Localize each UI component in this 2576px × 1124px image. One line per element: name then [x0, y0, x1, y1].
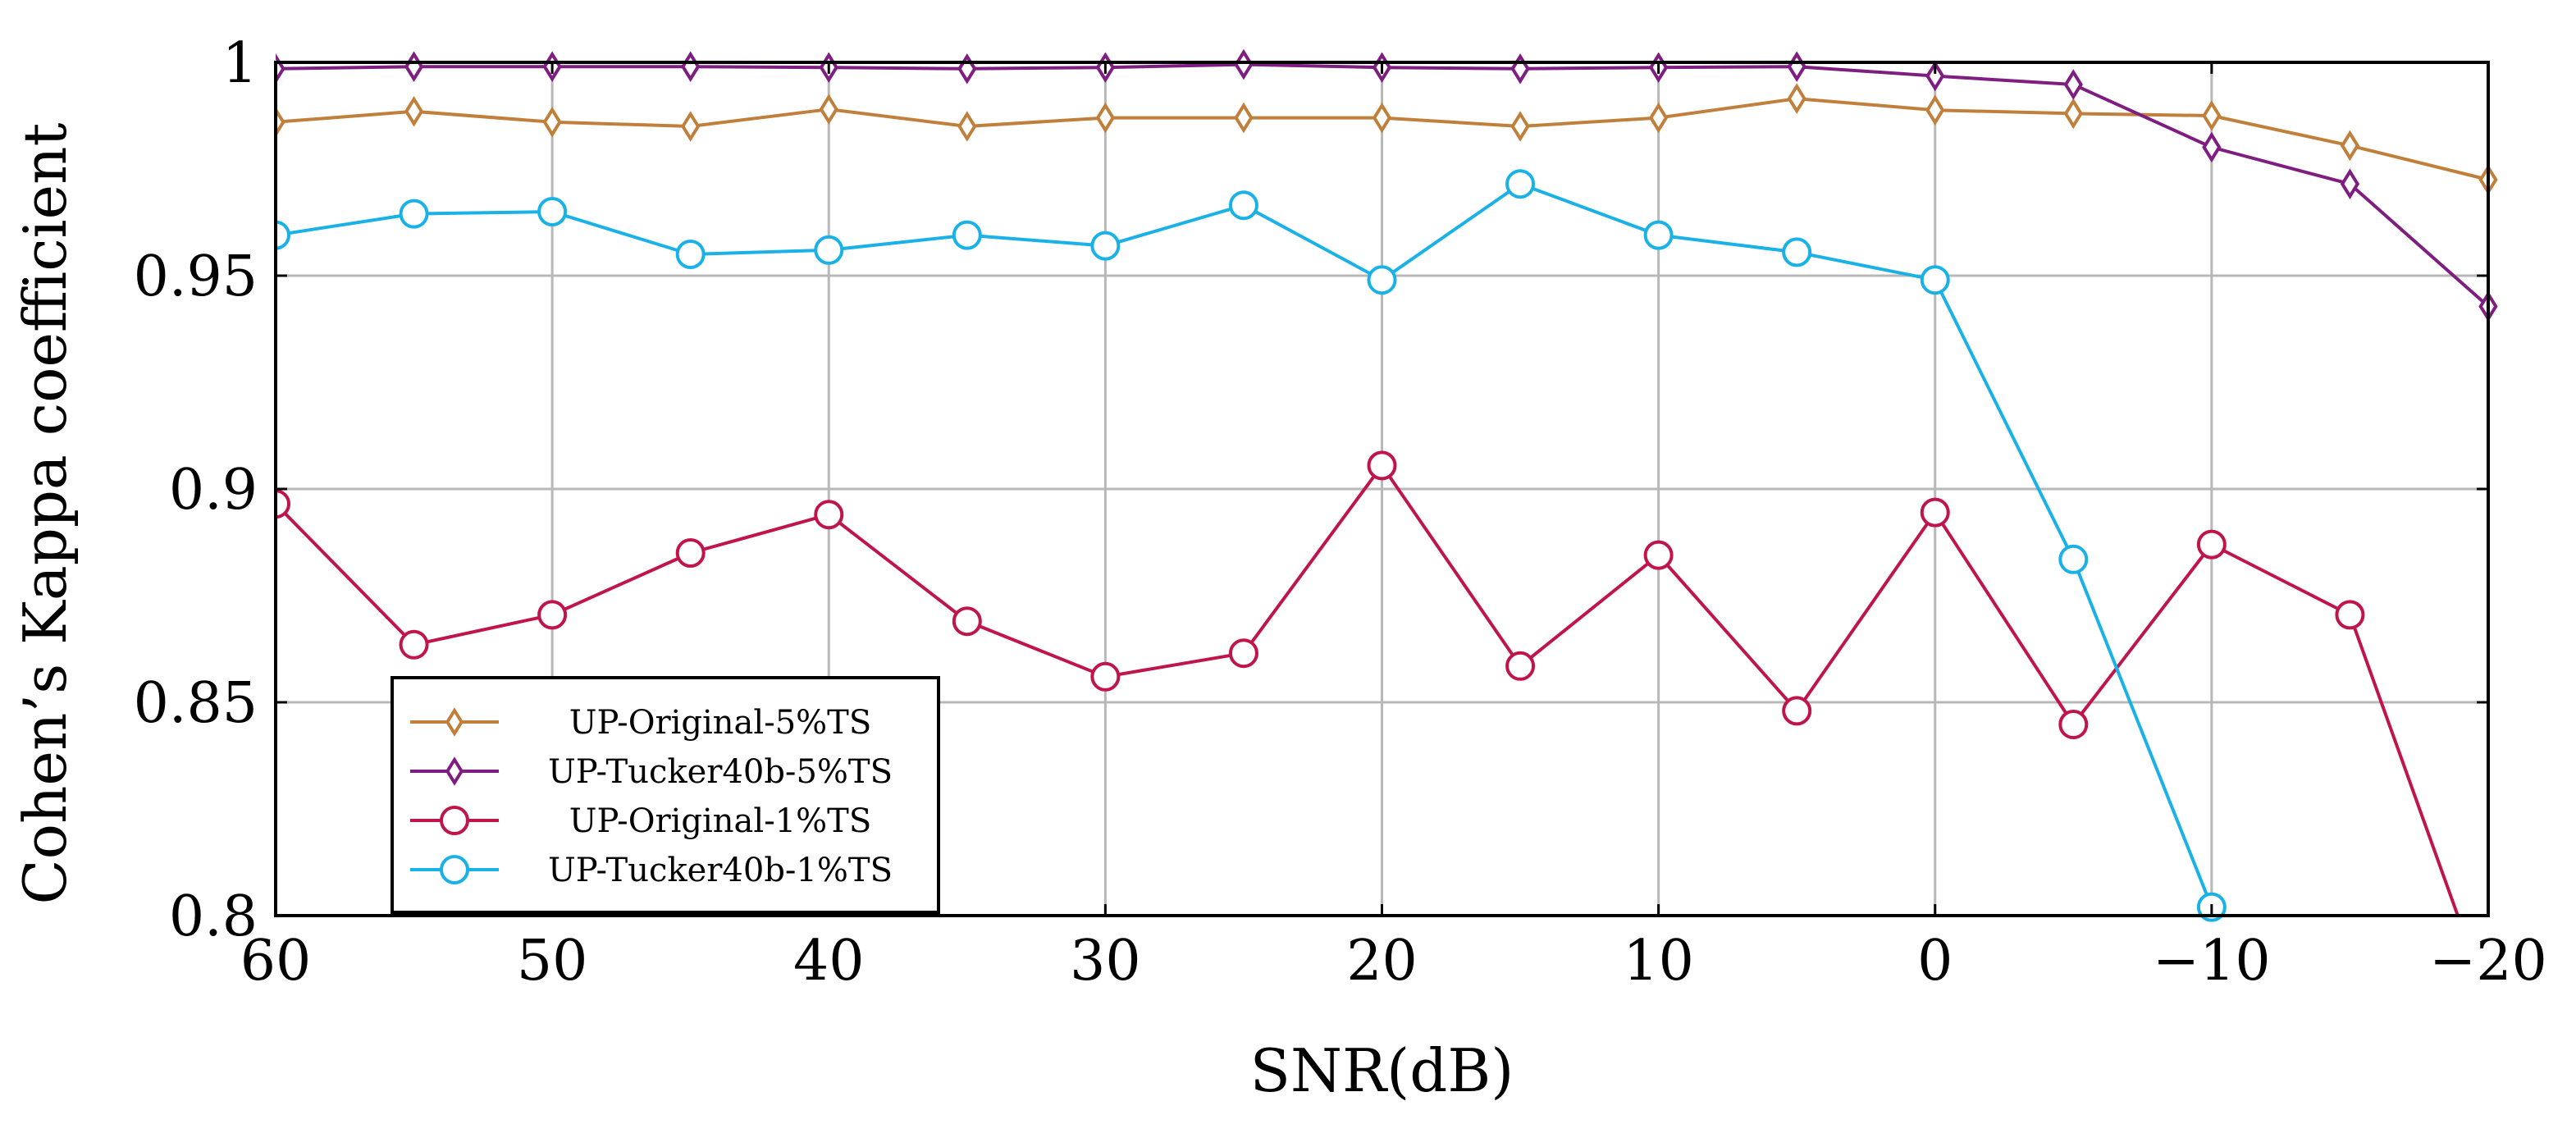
- data-point: [1920, 265, 1950, 295]
- legend-item: UP-Tucker40b-5%TS: [410, 753, 893, 791]
- data-point: [2335, 600, 2365, 630]
- data-point: [1367, 265, 1397, 295]
- data-point: [1787, 83, 1806, 114]
- legend-box: [391, 676, 940, 914]
- data-point: [445, 707, 464, 737]
- legend-label: UP-Original-1%TS: [569, 802, 872, 840]
- data-point: [2063, 69, 2083, 100]
- ticks: 60 50 40 30 20 10 0 −10 −20 0.8 0.85 0.9 0.95 1: [134, 31, 2547, 994]
- data-point: [1920, 497, 1950, 528]
- series-3: [276, 450, 2460, 916]
- data-point: [1505, 169, 1536, 199]
- legend-item: UP-Original-5%TS: [410, 704, 871, 742]
- y-tick-label: 0.8: [169, 884, 258, 949]
- x-tick-label: 60: [240, 929, 312, 994]
- data-point: [814, 235, 844, 265]
- data-point: [2058, 544, 2089, 574]
- data-point: [2340, 168, 2360, 199]
- series-1: [276, 83, 2498, 195]
- data-point: [814, 500, 844, 530]
- data-point: [1648, 102, 1669, 134]
- legend-item: UP-Tucker40b-1%TS: [410, 852, 893, 889]
- data-point: [399, 199, 429, 229]
- x-tick-label: 50: [517, 929, 588, 994]
- data-point: [675, 538, 706, 568]
- legend-label: UP-Tucker40b-1%TS: [548, 852, 893, 889]
- data-point: [1510, 111, 1530, 142]
- y-axis-title: Cohen’s Kappa coefficient: [11, 122, 80, 904]
- data-point: [1095, 102, 1116, 134]
- series-group: [276, 48, 2498, 922]
- data-point: [1090, 661, 1121, 692]
- data-point: [445, 756, 464, 786]
- x-axis-title: SNR(dB): [1250, 1036, 1514, 1105]
- legend-label: UP-Original-5%TS: [569, 704, 872, 742]
- data-point: [819, 94, 838, 125]
- data-point: [2063, 98, 2083, 130]
- data-point: [1234, 102, 1254, 134]
- data-point: [1643, 540, 1674, 570]
- data-point: [2196, 529, 2227, 560]
- data-point: [1228, 190, 1258, 221]
- data-point: [1505, 651, 1536, 681]
- data-point: [1782, 696, 1812, 726]
- y-tick-label: 0.95: [134, 244, 258, 309]
- data-point: [399, 629, 429, 660]
- data-point: [2340, 130, 2360, 162]
- data-point: [276, 489, 290, 519]
- data-point: [2058, 710, 2089, 740]
- legend-item: UP-Original-1%TS: [410, 802, 871, 840]
- x-tick-label: −10: [2153, 929, 2271, 994]
- data-point: [1090, 231, 1121, 261]
- y-tick-label: 0.9: [169, 458, 258, 523]
- data-point: [276, 107, 285, 138]
- data-point: [1925, 60, 1945, 92]
- y-tick-label: 0.85: [134, 671, 258, 736]
- x-tick-label: 30: [1070, 929, 1141, 994]
- series-4: [276, 169, 2227, 922]
- data-point: [1367, 450, 1397, 481]
- data-point: [440, 855, 469, 884]
- data-point: [537, 600, 568, 630]
- x-tick-label: 40: [793, 929, 865, 994]
- data-point: [2202, 131, 2222, 163]
- data-point: [440, 806, 469, 835]
- data-point: [1643, 220, 1674, 250]
- data-point: [276, 220, 290, 250]
- y-tick-label: 1: [222, 31, 258, 96]
- data-point: [675, 240, 706, 269]
- data-point: [1925, 94, 1945, 126]
- legend-label: UP-Tucker40b-5%TS: [548, 753, 893, 791]
- x-tick-label: 0: [1917, 929, 1953, 994]
- x-tick-label: −20: [2429, 929, 2547, 994]
- data-point: [957, 111, 977, 142]
- legend: UP-Original-5%TS UP-Tucker40b-5%TS UP-Orig…: [391, 676, 940, 914]
- data-point: [952, 606, 982, 637]
- data-point: [1782, 237, 1812, 267]
- data-point: [537, 197, 568, 226]
- data-point: [681, 111, 701, 142]
- data-point: [404, 96, 424, 127]
- data-point: [2202, 100, 2222, 131]
- x-tick-label: 10: [1623, 929, 1694, 994]
- data-point: [1228, 638, 1258, 669]
- data-point: [1372, 102, 1392, 134]
- data-point: [542, 107, 562, 138]
- x-tick-label: 20: [1346, 929, 1418, 994]
- data-point: [1234, 48, 1254, 80]
- data-point: [952, 220, 982, 250]
